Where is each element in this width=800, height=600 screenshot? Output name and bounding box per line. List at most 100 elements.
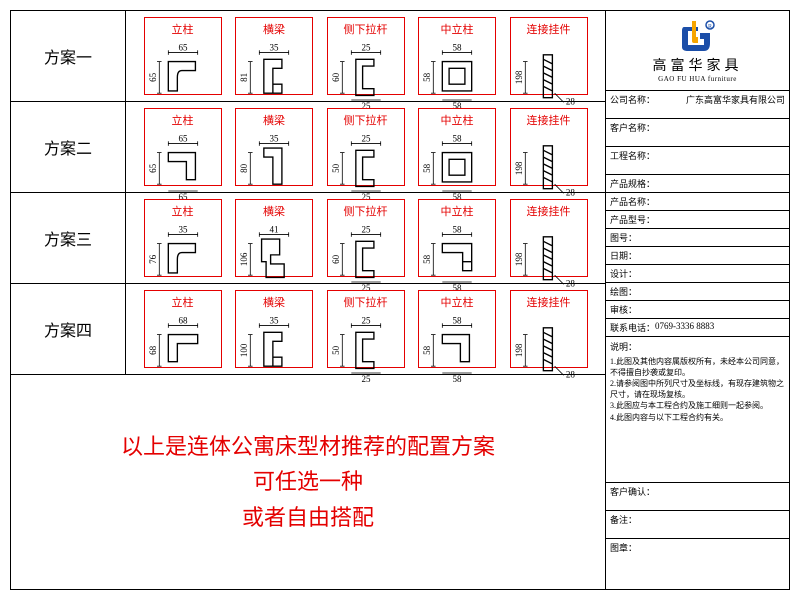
footer-line1: 以上是连体公寓床型材推荐的配置方案: [121, 429, 495, 464]
svg-text:80: 80: [239, 163, 249, 173]
profile-cell: 侧下拉杆602525: [327, 199, 405, 277]
profile-title: 侧下拉杆: [344, 294, 388, 310]
note-line: 2.请参阅图中所列尺寸及坐标线，有现存建筑物之尺寸，请在现场复核。: [610, 378, 785, 400]
drawing-sheet: 方案一立柱6565横梁8135侧下拉杆602525中立柱585858连接挂件19…: [0, 0, 800, 600]
scheme-cells: 立柱656565横梁8035侧下拉杆502525中立柱585858连接挂件198…: [126, 102, 605, 192]
field-row: 工程名称：: [606, 147, 789, 175]
scheme-row: 方案二立柱656565横梁8035侧下拉杆502525中立柱585858连接挂件…: [11, 102, 605, 193]
logo-box: R 高富华家具 GAO FU HUA furniture: [606, 11, 789, 91]
field-row: 图号：: [606, 229, 789, 247]
svg-text:41: 41: [269, 224, 278, 234]
field-row: 产品型号：: [606, 211, 789, 229]
profile-cell: 连接挂件19828: [510, 290, 588, 368]
profile-cell: 连接挂件19828: [510, 108, 588, 186]
profile-cell: 立柱 76 35: [144, 199, 222, 277]
svg-text:58: 58: [452, 42, 462, 52]
scheme-label: 方案四: [11, 284, 126, 374]
profile-title: 侧下拉杆: [344, 112, 388, 128]
profile-title: 立柱: [172, 203, 194, 219]
scheme-row: 方案三立柱7635横梁10641侧下拉杆602525中立柱585858连接挂件1…: [11, 193, 605, 284]
profile-cell: 中立柱585858: [418, 17, 496, 95]
logo-icon: R: [678, 19, 718, 55]
field-row: 审核：: [606, 301, 789, 319]
profile-title: 立柱: [172, 294, 194, 310]
profile-cell: 侧下拉杆602525: [327, 17, 405, 95]
svg-text:198: 198: [514, 252, 524, 266]
svg-text:76: 76: [148, 254, 158, 264]
svg-text:68: 68: [148, 345, 158, 355]
scheme-label: 方案一: [11, 11, 126, 101]
main-area: 方案一立柱6565横梁8135侧下拉杆602525中立柱585858连接挂件19…: [11, 11, 606, 589]
svg-text:50: 50: [331, 163, 341, 173]
title-block: R 高富华家具 GAO FU HUA furniture 公司名称： 广东高富华…: [606, 11, 789, 589]
profile-title: 连接挂件: [527, 294, 571, 310]
field-row: 日期：: [606, 247, 789, 265]
svg-text:35: 35: [269, 42, 279, 52]
profile-title: 立柱: [172, 112, 194, 128]
svg-text:60: 60: [331, 72, 341, 82]
scheme-cells: 立柱6565横梁8135侧下拉杆602525中立柱585858连接挂件19828: [126, 11, 605, 101]
profile-title: 侧下拉杆: [344, 21, 388, 37]
profile-title: 横梁: [263, 21, 285, 37]
svg-text:81: 81: [239, 73, 249, 82]
field-row: 绘图：: [606, 283, 789, 301]
svg-text:60: 60: [331, 254, 341, 264]
note-line: 3.此图应与本工程合约及施工细则一起参阅。: [610, 400, 785, 411]
svg-text:198: 198: [514, 343, 524, 357]
profile-cell: 横梁 80 35: [235, 108, 313, 186]
svg-text:58: 58: [452, 224, 462, 234]
scheme-row: 方案一立柱6565横梁8135侧下拉杆602525中立柱585858连接挂件19…: [11, 11, 605, 102]
svg-text:35: 35: [269, 315, 279, 325]
profile-cell: 中立柱585858: [418, 290, 496, 368]
profile-cell: 连接挂件19828: [510, 17, 588, 95]
svg-text:198: 198: [514, 161, 524, 175]
remark-row: 备注：: [606, 511, 789, 539]
field-row: 产品规格：: [606, 175, 789, 193]
svg-text:35: 35: [269, 133, 279, 143]
profile-title: 侧下拉杆: [344, 203, 388, 219]
profile-cell: 横梁10035: [235, 290, 313, 368]
svg-text:50: 50: [331, 345, 341, 355]
svg-text:25: 25: [361, 133, 371, 143]
brand-en: GAO FU HUA furniture: [658, 75, 737, 83]
profile-cell: 立柱 68 68: [144, 290, 222, 368]
profile-cell: 中立柱585858: [418, 199, 496, 277]
phone-row: 联系电话： 0769-3336 8883: [606, 319, 789, 337]
svg-text:65: 65: [178, 42, 188, 52]
scheme-cells: 立柱6868横梁10035侧下拉杆502525中立柱585858连接挂件1982…: [126, 284, 605, 374]
svg-text:25: 25: [361, 42, 371, 52]
field-row: 客户名称：: [606, 119, 789, 147]
frame: 方案一立柱6565横梁8135侧下拉杆602525中立柱585858连接挂件19…: [10, 10, 790, 590]
company-row: 公司名称： 广东高富华家具有限公司: [606, 91, 789, 119]
svg-text:25: 25: [361, 315, 371, 325]
profile-title: 中立柱: [441, 112, 474, 128]
scheme-row: 方案四立柱6868横梁10035侧下拉杆502525中立柱585858连接挂件1…: [11, 284, 605, 375]
field-row: 设计：: [606, 265, 789, 283]
profile-title: 横梁: [263, 112, 285, 128]
field-row: 产品名称：: [606, 193, 789, 211]
svg-text:65: 65: [148, 72, 158, 82]
svg-text:106: 106: [239, 252, 249, 266]
profile-cell: 中立柱585858: [418, 108, 496, 186]
svg-text:58: 58: [422, 345, 432, 355]
profile-title: 横梁: [263, 203, 285, 219]
svg-text:35: 35: [178, 224, 188, 234]
profile-title: 连接挂件: [527, 203, 571, 219]
scheme-label: 方案二: [11, 102, 126, 192]
svg-text:R: R: [707, 24, 711, 30]
svg-text:58: 58: [422, 254, 432, 264]
profile-cell: 立柱656565: [144, 108, 222, 186]
svg-text:25: 25: [361, 224, 371, 234]
footer-line3: 或者自由搭配: [242, 500, 374, 535]
note-line: 4.此图内容与以下工程合约有关。: [610, 412, 785, 423]
profile-cell: 横梁 106 41: [235, 199, 313, 277]
svg-text:58: 58: [452, 133, 462, 143]
profile-cell: 横梁 81 35: [235, 17, 313, 95]
profile-title: 立柱: [172, 21, 194, 37]
profile-cell: 连接挂件19828: [510, 199, 588, 277]
svg-text:198: 198: [514, 70, 524, 84]
svg-text:100: 100: [239, 343, 249, 357]
footer-note: 以上是连体公寓床型材推荐的配置方案 可任选一种 或者自由搭配: [11, 375, 605, 589]
profile-title: 中立柱: [441, 21, 474, 37]
svg-text:68: 68: [178, 315, 188, 325]
